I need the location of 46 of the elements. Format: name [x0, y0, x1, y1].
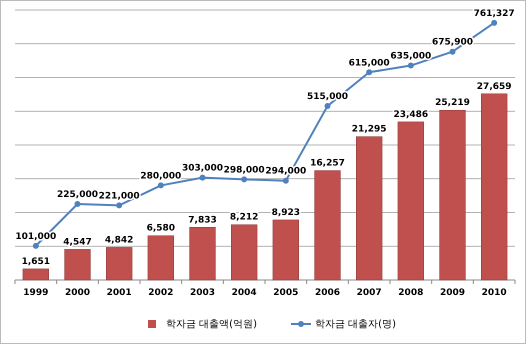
bar [148, 235, 174, 280]
bar [356, 136, 382, 280]
data-label: 21,295 [352, 124, 387, 135]
legend-label: 학자금 대출자(명) [314, 319, 396, 330]
data-label: 4,547 [63, 237, 92, 248]
data-label: 8,212 [230, 212, 258, 223]
x-tick-label: 2008 [398, 288, 424, 298]
data-label: 303,000 [182, 164, 223, 174]
data-label: 615,000 [348, 58, 390, 68]
data-label: 761,327 [474, 8, 515, 19]
x-tick-label: 2002 [148, 288, 174, 298]
bar [189, 227, 216, 280]
bar [22, 268, 49, 280]
x-tick-label: 2005 [273, 288, 298, 298]
bar [398, 122, 424, 280]
x-tick-label: 2003 [190, 288, 216, 298]
data-label: 7,833 [188, 215, 217, 226]
x-tick-label: 2009 [440, 288, 466, 298]
x-tick-label: 2010 [482, 288, 507, 298]
x-tick-label: 2000 [64, 288, 90, 298]
data-label: 280,000 [140, 171, 182, 182]
data-label: 1,651 [22, 256, 50, 267]
data-label: 635,000 [390, 52, 432, 62]
bar [314, 170, 341, 280]
data-label: 225,000 [57, 190, 98, 200]
bar [439, 110, 466, 280]
bar [64, 249, 91, 280]
data-label: 8,923 [272, 208, 300, 218]
data-label: 16,257 [310, 158, 345, 169]
x-tick-label: 1999 [23, 288, 48, 298]
legend-label: 학자금 대출액(억원) [166, 319, 258, 330]
x-tick-label: 2006 [314, 288, 340, 298]
bar [272, 220, 299, 280]
data-label: 23,486 [393, 110, 428, 120]
data-label: 6,580 [146, 224, 176, 234]
data-label: 25,219 [435, 98, 470, 108]
x-tick-label: 2007 [356, 288, 382, 298]
x-tick-label: 2001 [106, 288, 132, 298]
x-tick-label: 2004 [232, 288, 257, 298]
bar [106, 247, 132, 280]
bar [481, 94, 508, 280]
data-label: 221,000 [98, 191, 140, 202]
data-label: 298,000 [224, 165, 265, 176]
data-label: 27,659 [476, 82, 512, 92]
data-label: 4,842 [104, 235, 134, 246]
bar [231, 224, 258, 280]
